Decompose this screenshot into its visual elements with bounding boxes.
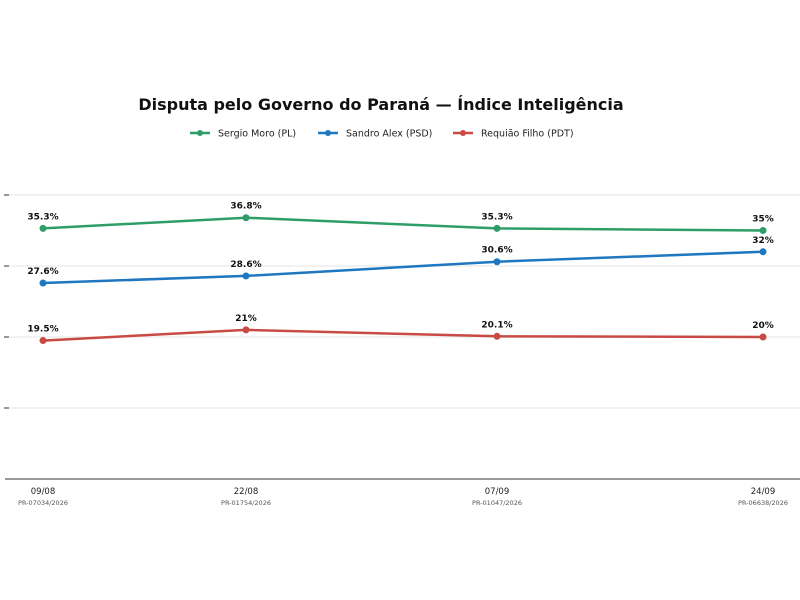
grid xyxy=(5,194,800,409)
data-label: 20.1% xyxy=(481,320,512,330)
data-label: 32% xyxy=(752,236,774,246)
data-point xyxy=(242,272,250,280)
data-label: 35% xyxy=(752,215,774,225)
data-label: 20% xyxy=(752,321,774,331)
data-label: 28.6% xyxy=(230,260,261,270)
data-label: 30.6% xyxy=(481,246,512,256)
data-label: 27.6% xyxy=(27,267,58,277)
data-label: 21% xyxy=(235,314,257,324)
legend-label: Sandro Alex (PSD) xyxy=(346,129,432,140)
x-tick-label: 24/09 xyxy=(751,487,776,497)
series-line xyxy=(42,250,764,285)
x-tick-sublabel: PR-06638/2026 xyxy=(738,499,788,507)
data-point xyxy=(39,337,47,345)
data-label: 35.3% xyxy=(27,212,58,222)
legend-marker xyxy=(460,130,466,136)
data-point xyxy=(242,326,250,334)
data-point xyxy=(493,258,501,266)
legend-item: Sandro Alex (PSD) xyxy=(318,129,432,140)
x-tick: 24/09 PR-06638/2026 xyxy=(738,487,788,507)
series: 27.6% 28.6% 30.6% 32% xyxy=(27,236,774,287)
x-tick-sublabel: PR-01047/2026 xyxy=(472,499,522,507)
y-axis-ticks xyxy=(4,194,9,409)
legend-item: Requião Filho (PDT) xyxy=(453,129,574,140)
data-point xyxy=(759,333,767,341)
data-point xyxy=(39,224,47,232)
x-tick-label: 09/08 xyxy=(31,487,56,497)
x-axis-labels: 09/08 PR-07034/2026 22/08 PR-01754/2026 07/0… xyxy=(18,487,788,507)
legend-item: Sergio Moro (PL) xyxy=(190,129,296,140)
series-layer: 35.3% 36.8% 35.3% 35% 27.6% 28.6% 30.6% 32% 19.5… xyxy=(27,202,774,345)
data-point xyxy=(242,214,250,222)
data-point xyxy=(39,279,47,287)
chart-title: Disputa pelo Governo do Paraná — Índice … xyxy=(138,95,623,114)
x-tick-sublabel: PR-07034/2026 xyxy=(18,499,68,507)
data-label: 35.3% xyxy=(481,212,512,222)
x-tick-sublabel: PR-01754/2026 xyxy=(221,499,271,507)
data-point xyxy=(759,227,767,234)
legend: Sergio Moro (PL) Sandro Alex (PSD) Requião… xyxy=(190,129,574,140)
legend-label: Sergio Moro (PL) xyxy=(218,129,296,140)
x-tick-label: 22/08 xyxy=(234,487,259,497)
series-line xyxy=(42,216,764,232)
data-point xyxy=(493,224,501,232)
data-label: 36.8% xyxy=(230,202,261,212)
data-point xyxy=(493,332,501,340)
data-label: 19.5% xyxy=(27,325,58,335)
x-tick: 09/08 PR-07034/2026 xyxy=(18,487,68,507)
legend-marker xyxy=(325,130,331,136)
x-tick-label: 07/09 xyxy=(485,487,510,497)
x-tick: 07/09 PR-01047/2026 xyxy=(472,487,522,507)
data-point xyxy=(759,248,767,256)
x-tick: 22/08 PR-01754/2026 xyxy=(221,487,271,507)
series: 35.3% 36.8% 35.3% 35% xyxy=(27,202,774,234)
series-line xyxy=(42,328,764,342)
legend-label: Requião Filho (PDT) xyxy=(481,129,574,140)
legend-marker xyxy=(197,130,203,136)
series: 19.5% 21% 20.1% 20% xyxy=(27,314,774,345)
